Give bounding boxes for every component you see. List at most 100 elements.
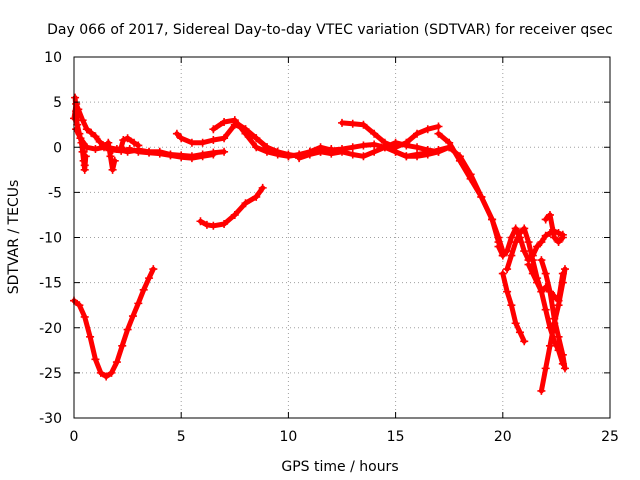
y-tick-label: -30 xyxy=(39,411,62,427)
x-tick-label: 25 xyxy=(601,429,619,445)
data-point xyxy=(488,215,497,224)
data-point xyxy=(554,301,563,310)
y-tick-label: 10 xyxy=(44,50,62,66)
data-point xyxy=(198,138,207,147)
data-point xyxy=(155,149,164,158)
data-point xyxy=(209,150,218,159)
data-point xyxy=(252,134,261,143)
data-point xyxy=(104,138,113,147)
data-point xyxy=(511,224,520,233)
data-point xyxy=(80,165,89,174)
data-point xyxy=(507,251,516,260)
data-point xyxy=(545,210,554,219)
y-axis-label: SDTVAR / TECUs xyxy=(6,180,22,295)
x-tick-label: 0 xyxy=(70,429,79,445)
x-tick-label: 10 xyxy=(279,429,297,445)
y-tick-label: -5 xyxy=(48,185,62,201)
data-point xyxy=(498,269,507,278)
x-tick-label: 5 xyxy=(177,429,186,445)
data-point xyxy=(413,129,422,138)
x-tick-label: 15 xyxy=(387,429,405,445)
series-arc-q xyxy=(537,256,569,373)
data-point xyxy=(196,217,205,226)
series-band xyxy=(436,131,506,254)
axis-ticks xyxy=(73,56,611,419)
data-point xyxy=(558,278,567,287)
data-point xyxy=(78,147,87,156)
data-point xyxy=(262,143,271,152)
data-point xyxy=(187,138,196,147)
data-point xyxy=(202,220,211,229)
data-point xyxy=(423,150,432,159)
data-point xyxy=(537,238,546,247)
data-point xyxy=(359,152,368,161)
data-point xyxy=(198,152,207,161)
data-point xyxy=(423,125,432,134)
y-tick-label: 5 xyxy=(53,95,62,111)
series-arc-h xyxy=(391,143,507,260)
data-point xyxy=(91,132,100,141)
data-point xyxy=(434,147,443,156)
data-point xyxy=(230,210,239,219)
data-point xyxy=(507,301,516,310)
data-point xyxy=(541,269,550,278)
data-point xyxy=(220,117,229,126)
data-point xyxy=(477,192,486,201)
data-point xyxy=(545,287,554,296)
data-point xyxy=(110,156,119,165)
series-arc-b xyxy=(117,134,143,152)
data-point xyxy=(515,228,524,237)
data-point xyxy=(338,118,346,127)
data-point xyxy=(82,125,91,134)
series-band xyxy=(71,266,156,379)
data-point xyxy=(241,199,250,208)
series-band xyxy=(339,120,441,150)
series-arc-p xyxy=(537,265,569,395)
data-point xyxy=(391,147,400,156)
data-point xyxy=(560,265,569,274)
data-point xyxy=(494,233,503,242)
data-point xyxy=(79,156,88,165)
data-point xyxy=(91,145,100,154)
data-point xyxy=(338,147,346,156)
data-point xyxy=(77,138,86,147)
data-point xyxy=(370,140,379,149)
data-point xyxy=(445,138,454,147)
series-band xyxy=(393,144,506,258)
series-arc-i xyxy=(434,129,507,256)
data-point xyxy=(107,368,116,377)
data-point xyxy=(380,143,389,152)
data-point xyxy=(524,238,533,247)
data-point xyxy=(370,147,379,156)
data-point xyxy=(177,134,186,143)
data-point xyxy=(515,328,524,337)
data-point xyxy=(73,120,82,129)
data-point xyxy=(494,242,503,251)
data-point xyxy=(327,149,336,158)
data-series xyxy=(70,93,569,395)
data-point xyxy=(359,141,368,150)
data-point xyxy=(305,150,314,159)
series-band xyxy=(105,140,118,173)
data-point xyxy=(541,231,550,240)
data-point xyxy=(503,287,512,296)
data-point xyxy=(119,136,128,145)
data-point xyxy=(166,151,175,160)
series-arc-n xyxy=(498,269,529,346)
data-point xyxy=(102,372,111,381)
data-point xyxy=(537,287,546,296)
data-point xyxy=(413,143,422,152)
data-point xyxy=(524,260,533,269)
data-point xyxy=(558,350,567,359)
data-point xyxy=(434,129,443,138)
data-point xyxy=(220,219,229,228)
data-point xyxy=(541,215,550,224)
data-point xyxy=(252,192,261,201)
data-point xyxy=(402,138,411,147)
data-point xyxy=(520,337,529,346)
data-point xyxy=(528,269,537,278)
data-point xyxy=(75,129,84,138)
data-point xyxy=(545,341,554,350)
data-point xyxy=(81,152,90,161)
data-point xyxy=(507,233,516,242)
